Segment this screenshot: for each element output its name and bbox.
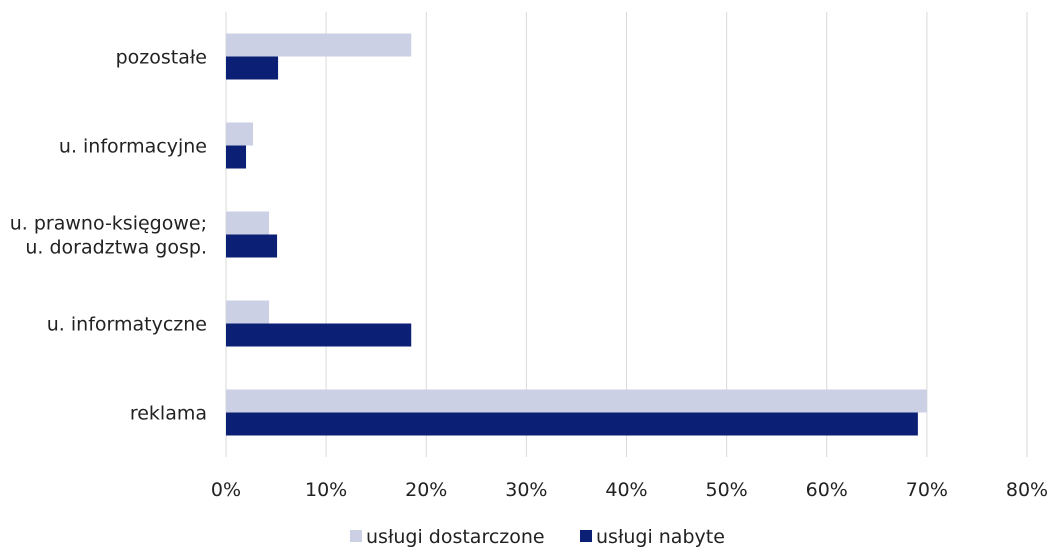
bar <box>226 323 412 347</box>
category-label: u. informatyczne <box>47 314 207 336</box>
x-tick-label: 0% <box>211 479 241 501</box>
x-tick-label: 70% <box>906 479 948 501</box>
bar <box>226 56 279 80</box>
bar <box>226 211 270 235</box>
category-label: u. informacyjne <box>59 136 207 158</box>
bar <box>226 33 412 57</box>
bar <box>226 300 270 324</box>
bar <box>226 389 927 413</box>
bars <box>226 33 927 436</box>
category-labels: pozostałe u. informacyjne u. prawno-księgo… <box>10 47 207 425</box>
x-tick-label: 60% <box>806 479 848 501</box>
legend-swatch <box>350 530 362 542</box>
gridlines <box>225 12 1028 457</box>
legend-swatch <box>580 530 592 542</box>
x-tick-label: 10% <box>305 479 347 501</box>
bar <box>226 234 278 258</box>
x-tick-label: 40% <box>605 479 647 501</box>
legend-label: usługi nabyte <box>596 526 725 548</box>
legend-label: usługi dostarczone <box>366 526 545 548</box>
x-tick-labels: 0% 10% 20% 30% 40% 50% 60% 70% 80% <box>211 479 1048 501</box>
x-tick-label: 30% <box>505 479 547 501</box>
bar <box>226 412 918 436</box>
category-label: pozostałe <box>116 47 207 69</box>
category-label: u. doradztwa gosp. <box>25 237 207 259</box>
bar <box>226 122 254 146</box>
category-label: u. prawno-księgowe; <box>10 213 207 235</box>
x-tick-label: 50% <box>706 479 748 501</box>
x-tick-label: 20% <box>405 479 447 501</box>
bar <box>226 145 247 169</box>
x-tick-label: 80% <box>1006 479 1048 501</box>
legend: usługi dostarczone usługi nabyte <box>350 526 725 548</box>
category-label: reklama <box>130 403 207 425</box>
